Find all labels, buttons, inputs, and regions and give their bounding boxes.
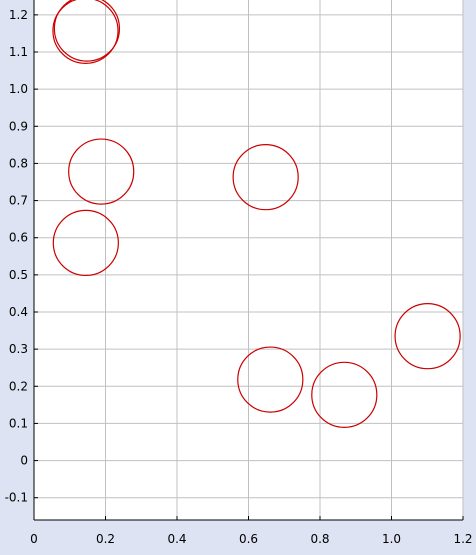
x-tick-label: 1.2 (453, 532, 472, 546)
x-tick-label: 0 (30, 532, 38, 546)
x-tick-label: 0.6 (239, 532, 258, 546)
y-tick-label: 0.8 (9, 156, 28, 170)
y-tick-label: 0.6 (9, 231, 28, 245)
y-tick-label: 0.2 (9, 379, 28, 393)
y-tick-label: 0.3 (9, 342, 28, 356)
y-tick-label: 0.7 (9, 194, 28, 208)
x-tick-label: 0.2 (96, 532, 115, 546)
y-tick-label: 1.2 (9, 8, 28, 22)
y-tick-label: 1.0 (9, 82, 28, 96)
y-tick-label: 0.5 (9, 268, 28, 282)
y-tick-label: -0.1 (5, 491, 28, 505)
x-tick-label: 0.8 (310, 532, 329, 546)
y-tick-label: 1.1 (9, 45, 28, 59)
x-tick-label: 0.4 (167, 532, 186, 546)
y-tick-label: 0.4 (9, 305, 28, 319)
x-tick-label: 1.0 (382, 532, 401, 546)
y-tick-label: 0.1 (9, 416, 28, 430)
y-tick-label: 0.9 (9, 119, 28, 133)
y-tick-label: 0 (20, 454, 28, 468)
